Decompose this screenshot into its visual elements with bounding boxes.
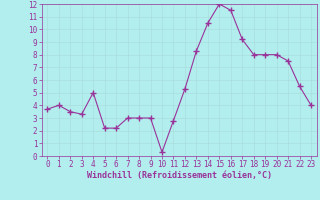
X-axis label: Windchill (Refroidissement éolien,°C): Windchill (Refroidissement éolien,°C) — [87, 171, 272, 180]
